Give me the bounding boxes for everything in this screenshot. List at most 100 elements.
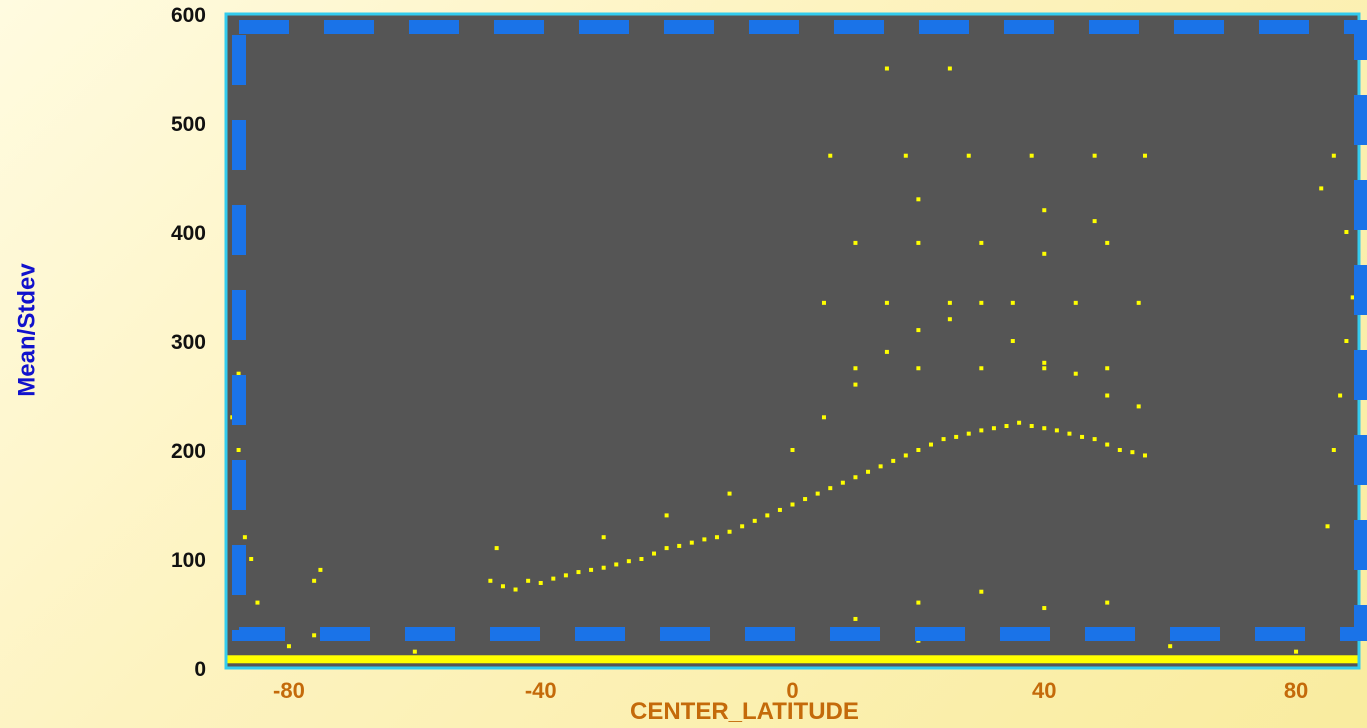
data-point [1054, 428, 1059, 433]
data-point [1092, 153, 1097, 158]
data-point [1042, 606, 1047, 611]
data-point [1105, 442, 1110, 447]
data-point [1105, 600, 1110, 605]
data-point [790, 502, 795, 507]
data-point [947, 66, 952, 71]
data-point [866, 469, 871, 474]
data-point [727, 529, 732, 534]
data-point [1344, 339, 1349, 343]
data-point [312, 633, 317, 638]
data-point [702, 537, 707, 542]
x-ticks: -80 -40 0 40 80 [273, 678, 1308, 703]
data-point [563, 573, 568, 578]
data-point [249, 557, 254, 561]
data-point [500, 584, 505, 589]
data-point [853, 475, 858, 480]
y-tick-label: 400 [171, 222, 206, 245]
data-point [916, 328, 921, 333]
data-point [966, 153, 971, 158]
data-point [236, 448, 241, 452]
y-tick-label: 500 [171, 113, 206, 136]
data-point [916, 197, 921, 202]
data-point [1029, 424, 1034, 429]
data-point [928, 442, 933, 447]
data-point [979, 240, 984, 245]
data-point [878, 464, 883, 469]
y-tick-label: 0 [194, 658, 206, 681]
data-point [1117, 448, 1122, 452]
plot-frame [224, 12, 1361, 670]
x-tick-label: 80 [1284, 678, 1308, 703]
data-point [1010, 339, 1015, 343]
data-point [242, 535, 247, 540]
data-point [639, 557, 644, 561]
data-point [312, 578, 317, 583]
data-point [1080, 434, 1085, 439]
data-point [601, 565, 606, 570]
data-point [828, 153, 833, 158]
data-point [1136, 404, 1141, 409]
data-point [916, 448, 921, 452]
data-point [1042, 426, 1047, 431]
data-point [1105, 393, 1110, 398]
data-point [526, 578, 531, 583]
data-point [853, 366, 858, 371]
y-ticks: 0 100 200 300 400 500 600 [171, 4, 206, 681]
data-point [903, 153, 908, 158]
data-point [286, 644, 291, 649]
data-point [1042, 208, 1047, 213]
data-point [1004, 424, 1009, 429]
data-point [1010, 300, 1015, 305]
data-point [1338, 393, 1343, 398]
data-point [1067, 431, 1072, 436]
data-point [947, 300, 952, 305]
x-tick-label: -40 [525, 678, 557, 703]
x-tick-label: 40 [1032, 678, 1056, 703]
data-point [1042, 251, 1047, 256]
data-point [652, 551, 657, 556]
data-point [1142, 153, 1147, 158]
data-point [954, 434, 959, 439]
data-point [1029, 153, 1034, 158]
data-point [488, 578, 493, 583]
data-point [1092, 219, 1097, 224]
y-tick-label: 300 [171, 331, 206, 354]
data-point [752, 518, 757, 523]
data-point [821, 300, 826, 305]
data-point [777, 507, 782, 512]
data-point [551, 576, 556, 581]
data-point [1105, 240, 1110, 245]
x-axis-label: CENTER_LATITUDE [630, 698, 859, 725]
data-point [538, 580, 543, 585]
data-point [979, 300, 984, 305]
data-point [1073, 300, 1078, 305]
data-point [916, 600, 921, 605]
data-point [1042, 360, 1047, 365]
data-point [891, 458, 896, 463]
data-point [966, 431, 971, 436]
data-point [1073, 371, 1078, 376]
data-point [979, 428, 984, 433]
plot-area [226, 14, 1359, 668]
data-point [790, 448, 795, 452]
data-point [821, 415, 826, 420]
data-point [740, 524, 745, 529]
data-point [727, 491, 732, 496]
data-point [318, 567, 323, 572]
data-point [255, 600, 260, 605]
data-point [947, 317, 952, 322]
data-point [884, 66, 889, 71]
y-tick-label: 200 [171, 440, 206, 463]
data-point [714, 535, 719, 540]
data-point [1130, 450, 1135, 455]
data-point [1017, 420, 1022, 425]
dashed-highlight-box [232, 20, 1367, 641]
data-point [494, 546, 499, 551]
data-point [991, 426, 996, 431]
data-point [1136, 300, 1141, 305]
data-point [1294, 649, 1299, 654]
data-point [664, 546, 669, 551]
data-point [840, 480, 845, 485]
data-point [1350, 295, 1355, 300]
data-points [226, 66, 1359, 664]
